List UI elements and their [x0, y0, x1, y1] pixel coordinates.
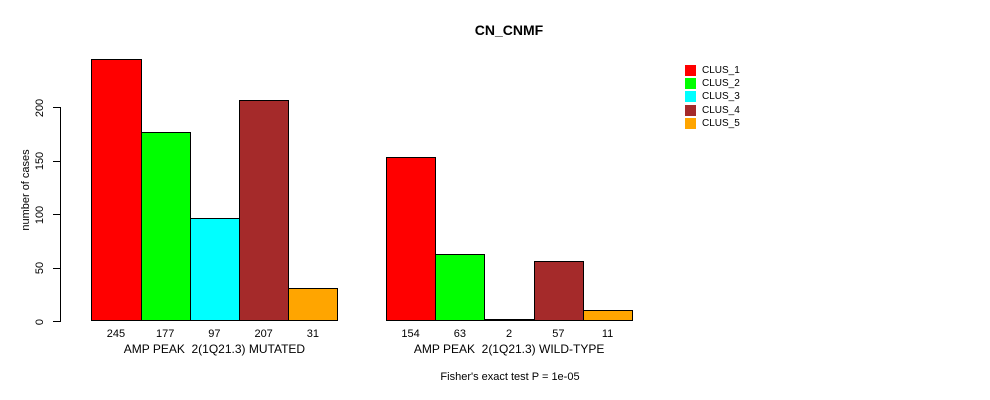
bar-value-label: 31: [306, 327, 319, 340]
bar-value-label: 63: [453, 327, 466, 340]
chart-title: CN_CNMF: [474, 22, 544, 38]
bar-clus_4-group1: [239, 100, 290, 322]
legend-swatch-clus_5: [685, 117, 696, 129]
bar-value-label: 177: [155, 327, 175, 340]
y-axis-tick-label: 200: [34, 98, 46, 117]
legend-item: CLUS_2: [685, 77, 740, 89]
fisher-test-annotation: Fisher's exact test P = 1e-05: [440, 371, 580, 383]
legend-swatch-clus_2: [685, 77, 696, 89]
y-axis-label: number of cases: [20, 149, 32, 231]
bar-value-label: 154: [401, 327, 420, 340]
bar-clus_5-group2: [582, 309, 634, 322]
bar-clus_5-group1: [288, 288, 339, 322]
bar-value-label: 11: [601, 327, 614, 340]
bar-value-label: 245: [106, 327, 126, 340]
y-axis-tick-label: 100: [34, 205, 46, 224]
legend-swatch-clus_3: [685, 91, 696, 103]
legend-item: CLUS_4: [685, 104, 740, 116]
bar-clus_2-group1: [140, 132, 191, 322]
legend-item-label: CLUS_4: [702, 104, 740, 116]
bar-clus_3-group1: [189, 217, 240, 322]
group-label-2: AMP PEAK 2(1Q21.3) WILD-TYPE: [413, 341, 605, 356]
bar-value-label: 57: [552, 327, 565, 340]
bar-value-label: 97: [208, 327, 221, 340]
y-axis-tick: [52, 214, 60, 215]
y-axis-tick: [52, 107, 60, 108]
y-axis-tick-label: 50: [34, 261, 46, 275]
legend-item: CLUS_3: [685, 91, 740, 103]
bar-clus_4-group2: [533, 260, 584, 322]
bar-clus_2-group2: [435, 254, 486, 322]
legend-item: CLUS_5: [685, 117, 740, 129]
legend-item-label: CLUS_3: [702, 91, 740, 103]
legend-item-label: CLUS_5: [702, 117, 740, 129]
bar-clus_1-group2: [386, 156, 437, 322]
bar-value-label: 207: [254, 327, 273, 340]
y-axis-tick-label: 0: [34, 318, 46, 325]
legend-swatch-clus_4: [685, 104, 696, 116]
y-axis-tick: [52, 267, 60, 269]
group-label-1: AMP PEAK 2(1Q21.3) MUTATED: [123, 341, 306, 356]
bar-clus_3-group2: [484, 319, 535, 322]
legend-swatch-clus_1: [685, 64, 696, 76]
bar-clus_1-group1: [91, 59, 142, 322]
legend-item-label: CLUS_2: [702, 77, 740, 89]
y-axis-line: [59, 107, 61, 322]
y-axis-tick: [52, 160, 60, 162]
bar-value-label: 2: [506, 327, 513, 340]
legend-item-label: CLUS_1: [702, 64, 740, 76]
y-axis-tick-label: 150: [34, 151, 46, 171]
legend-item: CLUS_1: [685, 64, 740, 76]
y-axis-tick: [52, 321, 60, 322]
